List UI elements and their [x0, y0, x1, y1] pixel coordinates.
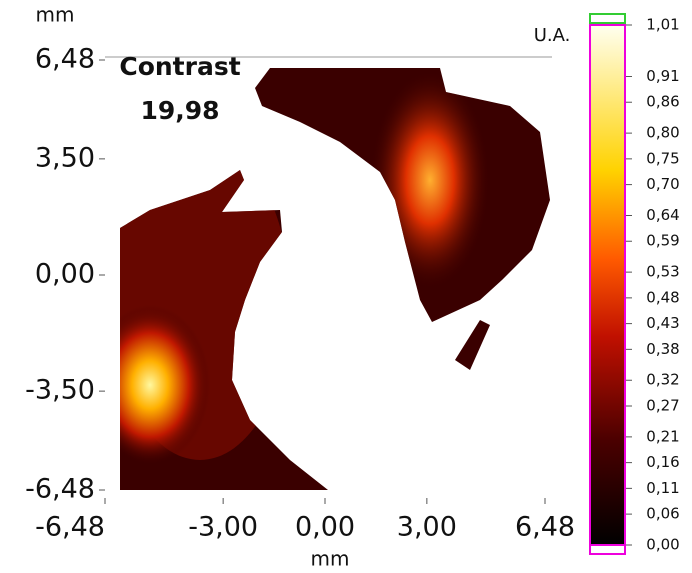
- colorbar-tick-label: 0,59: [646, 232, 679, 250]
- colorbar-tick-label: 0,70: [646, 175, 679, 193]
- colorbar-tick-label: 0,86: [646, 93, 679, 111]
- colorbar-tick-label: 0,75: [646, 149, 679, 167]
- annotation-title: Contrast: [119, 52, 240, 81]
- colorbar-tick-label: 0,11: [646, 479, 679, 497]
- y-axis-label: mm: [36, 3, 75, 27]
- annotation-value: 19,98: [140, 96, 219, 125]
- x-tick-label: -6,48: [35, 512, 105, 543]
- colorbar-tick-label: 0,64: [646, 206, 679, 224]
- colorbar-label: U.A.: [534, 25, 571, 46]
- colorbar-tick-label: 0,32: [646, 371, 679, 389]
- colorbar-tick-label: 0,21: [646, 427, 679, 445]
- colorbar-tick-label: 0,53: [646, 263, 679, 281]
- colorbar-tick-label: 0,00: [646, 536, 679, 554]
- under-marker: [589, 544, 626, 555]
- x-tick-label: -3,00: [188, 512, 258, 543]
- x-tick-label: 3,00: [397, 512, 457, 543]
- colorbar-tick-label: 0,48: [646, 288, 679, 306]
- colorbar-tick-label: 0,27: [646, 396, 679, 414]
- y-tick-label: 0,00: [35, 259, 95, 290]
- x-tick-label: 6,48: [515, 512, 575, 543]
- x-tick-label: 0,00: [295, 512, 355, 543]
- colorbar-tick-label: 0,38: [646, 340, 679, 358]
- colorbar-tick-label: 1,01: [646, 16, 679, 34]
- y-tick-label: -3,50: [25, 375, 95, 406]
- colorbar: [589, 24, 626, 546]
- x-axis-label: mm: [311, 547, 350, 571]
- colorbar-tick-label: 0,80: [646, 124, 679, 142]
- over-marker: [589, 13, 626, 24]
- y-tick-label: -6,48: [25, 474, 95, 505]
- colorbar-tick-label: 0,43: [646, 314, 679, 332]
- colorbar-tick-label: 0,06: [646, 505, 679, 523]
- colorbar-tick-label: 0,16: [646, 453, 679, 471]
- y-tick-label: 6,48: [35, 44, 95, 75]
- colorbar-tick-label: 0,91: [646, 67, 679, 85]
- y-tick-label: 3,50: [35, 142, 95, 173]
